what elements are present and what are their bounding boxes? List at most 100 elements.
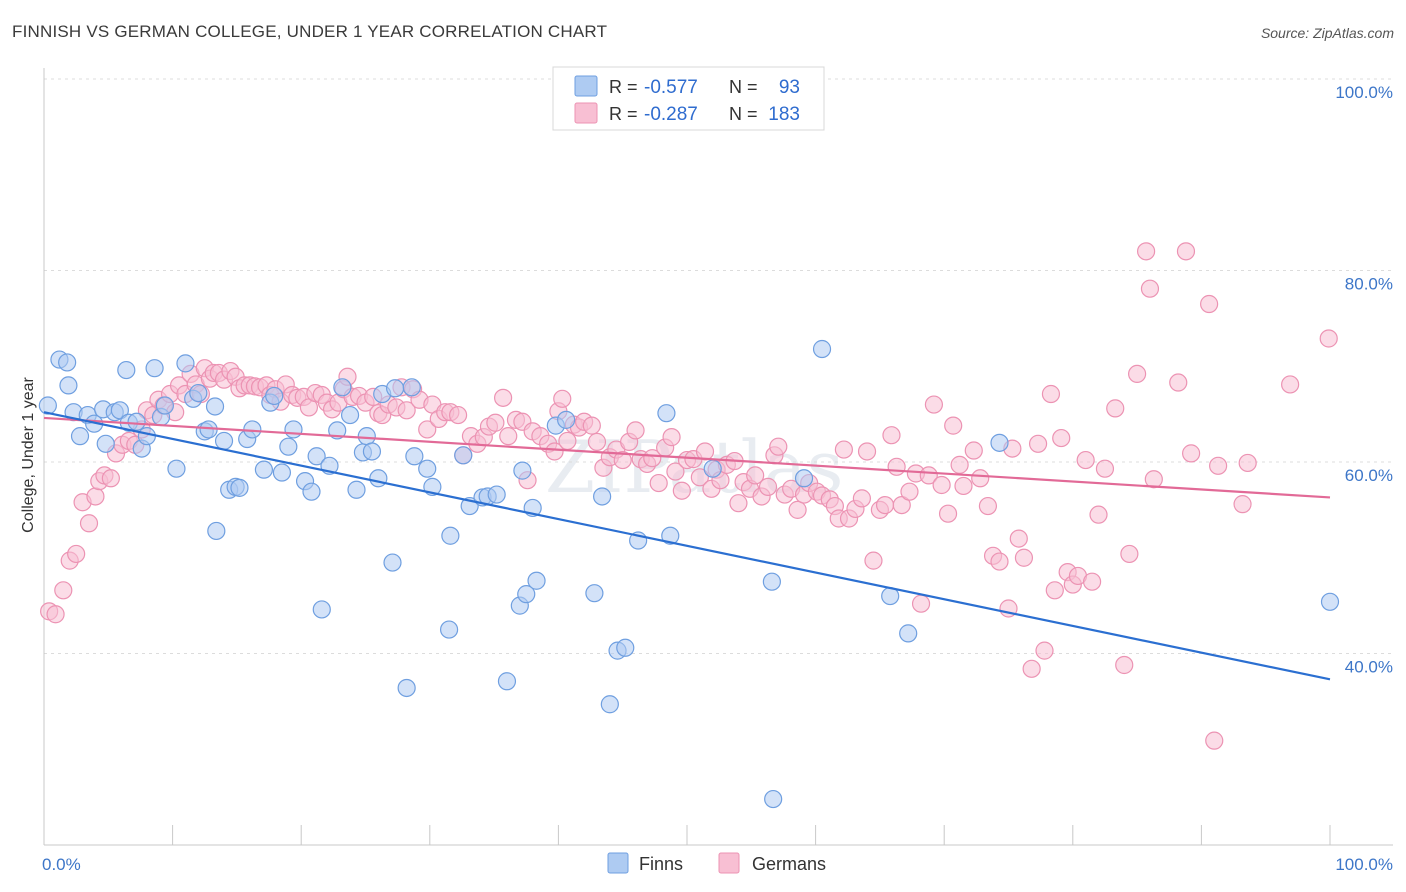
germans-point xyxy=(67,544,86,564)
finns-point xyxy=(38,396,57,415)
germans-point xyxy=(932,475,951,495)
finns-point xyxy=(661,526,680,545)
finns-point xyxy=(70,427,90,446)
finns-point xyxy=(265,386,284,406)
germans-point xyxy=(448,405,468,425)
finns-point xyxy=(794,469,814,488)
finns-point xyxy=(764,789,783,809)
germans-point xyxy=(418,420,437,439)
finns-point xyxy=(117,360,136,380)
germans-point xyxy=(101,469,120,488)
germans-point xyxy=(662,428,681,447)
germans-point xyxy=(1200,294,1219,314)
finns-point xyxy=(703,459,722,478)
germans-point xyxy=(746,466,765,485)
finns-point xyxy=(812,339,832,359)
germans-legend-label: Germans xyxy=(752,854,826,874)
finns-point xyxy=(593,487,612,506)
finns-point xyxy=(990,433,1009,452)
finns-point xyxy=(59,376,78,395)
germans-n-label: N = xyxy=(729,104,758,124)
finns-point xyxy=(333,378,352,397)
germans-point xyxy=(769,437,788,456)
finns-point xyxy=(600,695,619,714)
finns-point xyxy=(405,447,424,466)
germans-point xyxy=(558,431,577,451)
finns-point xyxy=(557,410,576,429)
finns-point xyxy=(402,378,421,397)
x-tick-label-min: 0.0% xyxy=(42,855,81,874)
finns-point xyxy=(302,482,321,501)
finns-n-label: N = xyxy=(729,77,758,97)
germans-point xyxy=(46,605,65,624)
germans-point xyxy=(964,441,983,460)
finns-r-value: -0.577 xyxy=(644,77,698,98)
germans-point xyxy=(1052,428,1071,448)
germans-trend-line xyxy=(43,416,1331,499)
finns-point xyxy=(340,405,360,425)
germans-point xyxy=(954,476,973,496)
finns-point xyxy=(585,584,604,603)
finns-point xyxy=(307,447,326,466)
germans-points xyxy=(40,242,1338,750)
germans-point xyxy=(1076,450,1095,470)
y-axis-title: College, Under 1 year xyxy=(20,377,37,533)
germans-point xyxy=(79,514,99,533)
germans-point xyxy=(864,551,883,570)
finns-point xyxy=(167,459,186,478)
finns-point xyxy=(272,463,292,482)
finns-point xyxy=(441,526,460,545)
finns-point xyxy=(487,485,506,504)
germans-point xyxy=(729,494,748,513)
finns-point xyxy=(439,620,459,639)
germans-point xyxy=(1176,242,1196,261)
germans-point xyxy=(950,455,969,474)
x-axis-ticks xyxy=(172,825,1331,845)
germans-point xyxy=(1205,731,1224,750)
legend-box xyxy=(552,66,825,131)
germans-point xyxy=(892,495,911,515)
correlation-legend: R = -0.577 N = 93 R = -0.287 N = 183 xyxy=(552,66,825,131)
finns-point xyxy=(513,461,532,480)
germans-point xyxy=(971,469,990,488)
finns-point xyxy=(145,359,164,378)
germans-point xyxy=(1169,373,1188,392)
finns-point xyxy=(357,427,376,446)
finns-point xyxy=(362,442,382,461)
germans-point xyxy=(1209,456,1228,475)
germans-point xyxy=(582,416,601,435)
germans-point xyxy=(1120,544,1139,564)
germans-point xyxy=(54,581,73,600)
finns-point xyxy=(328,421,347,440)
germans-point xyxy=(1182,444,1201,463)
finns-point xyxy=(527,571,546,590)
finns-legend-label: Finns xyxy=(639,854,683,874)
finns-bottom-swatch xyxy=(607,852,629,874)
germans-r-value: -0.287 xyxy=(644,104,698,125)
germans-point xyxy=(545,442,564,461)
germans-point xyxy=(944,416,963,435)
finns-point xyxy=(279,437,298,456)
germans-point xyxy=(852,489,871,508)
germans-point xyxy=(875,495,895,515)
germans-point xyxy=(613,450,632,470)
germans-point xyxy=(1233,495,1252,514)
germans-point xyxy=(499,427,518,446)
gridlines xyxy=(44,78,1393,654)
germans-point xyxy=(1281,375,1300,394)
finns-point xyxy=(616,638,635,657)
finns-point xyxy=(284,420,303,439)
germans-point xyxy=(1137,242,1156,261)
germans-point xyxy=(857,442,877,461)
finns-point xyxy=(369,469,388,488)
finns-point xyxy=(762,572,781,591)
germans-point xyxy=(938,504,958,523)
finns-point xyxy=(189,383,208,403)
finns-point xyxy=(347,480,366,499)
y-tick-label: 60.0% xyxy=(1345,466,1393,485)
finns-point xyxy=(207,521,226,541)
finns-point xyxy=(58,353,77,372)
germans-legend-swatch xyxy=(574,102,598,124)
germans-point xyxy=(1082,572,1102,591)
finns-point xyxy=(110,401,129,420)
